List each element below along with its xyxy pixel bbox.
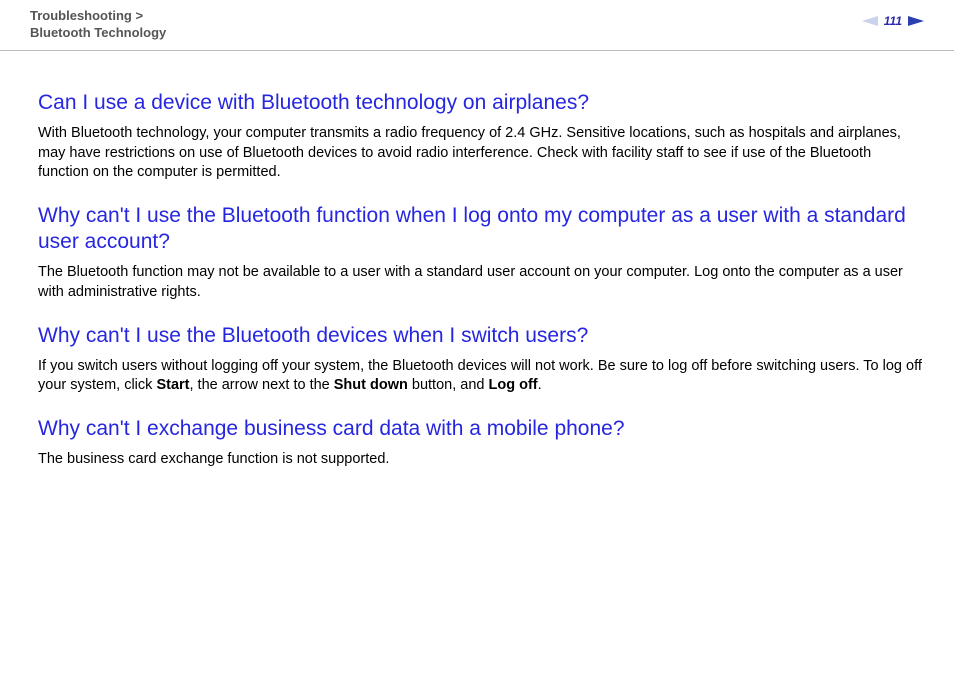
bold-term: Start: [156, 377, 189, 393]
faq-question: Why can't I exchange business card data …: [38, 416, 924, 442]
page-number: 111: [884, 14, 902, 28]
faq-answer: The Bluetooth function may not be availa…: [38, 263, 924, 302]
faq-question: Why can't I use the Bluetooth devices wh…: [38, 323, 924, 349]
page-header: Troubleshooting > Bluetooth Technology 1…: [0, 0, 954, 50]
breadcrumb-section[interactable]: Troubleshooting: [30, 8, 132, 23]
header-divider: [0, 50, 954, 51]
bold-term: Shut down: [334, 377, 408, 393]
breadcrumb: Troubleshooting > Bluetooth Technology: [30, 8, 924, 42]
faq-answer: With Bluetooth technology, your computer…: [38, 124, 924, 183]
content-area: Can I use a device with Bluetooth techno…: [38, 80, 924, 470]
faq-question: Why can't I use the Bluetooth function w…: [38, 203, 924, 256]
faq-answer: The business card exchange function is n…: [38, 450, 924, 470]
breadcrumb-page[interactable]: Bluetooth Technology: [30, 25, 166, 40]
faq-question: Can I use a device with Bluetooth techno…: [38, 90, 924, 116]
prev-page-arrow-icon[interactable]: [862, 16, 878, 26]
breadcrumb-separator: >: [135, 8, 143, 23]
next-page-arrow-icon[interactable]: [908, 16, 924, 26]
faq-answer: If you switch users without logging off …: [38, 357, 924, 396]
bold-term: Log off: [488, 377, 537, 393]
pager: 111: [862, 14, 924, 28]
